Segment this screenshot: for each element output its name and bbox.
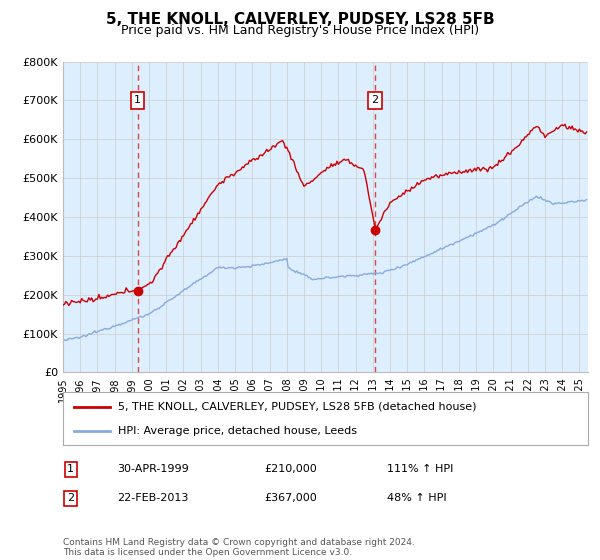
- Text: £210,000: £210,000: [264, 464, 317, 474]
- Text: 48% ↑ HPI: 48% ↑ HPI: [387, 493, 446, 503]
- Text: 2: 2: [371, 95, 379, 105]
- Text: 1: 1: [134, 95, 141, 105]
- Text: 2: 2: [67, 493, 74, 503]
- Text: 1: 1: [67, 464, 74, 474]
- Text: 30-APR-1999: 30-APR-1999: [117, 464, 189, 474]
- Text: £367,000: £367,000: [264, 493, 317, 503]
- Text: 22-FEB-2013: 22-FEB-2013: [117, 493, 188, 503]
- Text: HPI: Average price, detached house, Leeds: HPI: Average price, detached house, Leed…: [118, 426, 357, 436]
- Text: 111% ↑ HPI: 111% ↑ HPI: [387, 464, 454, 474]
- Text: Contains HM Land Registry data © Crown copyright and database right 2024.
This d: Contains HM Land Registry data © Crown c…: [63, 538, 415, 557]
- Text: Price paid vs. HM Land Registry's House Price Index (HPI): Price paid vs. HM Land Registry's House …: [121, 24, 479, 36]
- Text: 5, THE KNOLL, CALVERLEY, PUDSEY, LS28 5FB: 5, THE KNOLL, CALVERLEY, PUDSEY, LS28 5F…: [106, 12, 494, 27]
- Text: 5, THE KNOLL, CALVERLEY, PUDSEY, LS28 5FB (detached house): 5, THE KNOLL, CALVERLEY, PUDSEY, LS28 5F…: [118, 402, 476, 412]
